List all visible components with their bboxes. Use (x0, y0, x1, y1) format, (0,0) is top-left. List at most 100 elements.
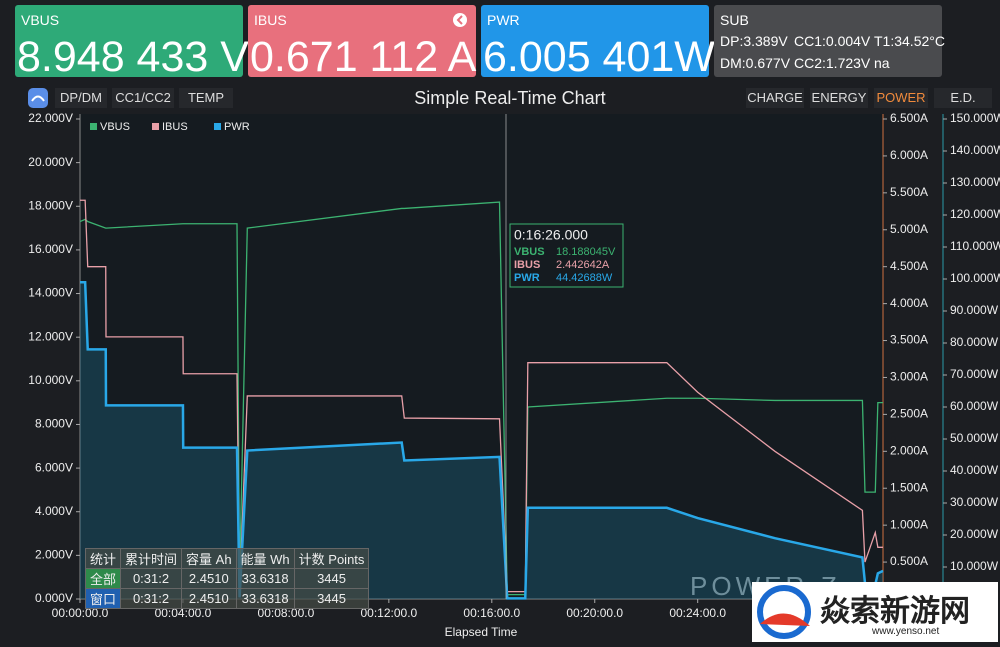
legend-label: VBUS (100, 121, 130, 133)
tick-label: 5.000A (890, 222, 928, 236)
x-tick-label: 00:20:00.0 (566, 606, 623, 620)
tooltip-time: 0:16:26.000 (514, 227, 588, 243)
stats-row: 统计 累计时间 容量 Ah 能量 Wh 计数 Points (84, 548, 370, 569)
tab[interactable]: DP/DM (55, 88, 107, 108)
plot-area (80, 114, 883, 599)
tick-label: 1.000A (890, 517, 928, 531)
tick-label: 5.500A (890, 185, 928, 199)
x-tick-label: 00:08:00.0 (258, 606, 315, 620)
tick-label: 80.000W (950, 335, 999, 349)
x-tick-label: 00:00:00.0 (52, 606, 109, 620)
tab[interactable]: CHARGE (746, 88, 804, 108)
app-icon[interactable] (28, 88, 48, 108)
sub-value: CC1:0.004V (794, 33, 871, 49)
tick-label: 2.500A (890, 407, 928, 421)
stats-cell: 窗口 (84, 588, 122, 609)
tick-label: 3.000A (890, 370, 928, 384)
sub-value: na (874, 55, 890, 71)
x-tick-label: 00:16:00.0 (463, 606, 520, 620)
tooltip-name: IBUS (514, 259, 540, 271)
legend-swatch (214, 123, 221, 130)
stats-cell: 33.6318 (235, 588, 295, 609)
legend-label: IBUS (162, 121, 188, 133)
refresh-icon[interactable] (452, 12, 468, 28)
stats-cell: 能量 Wh (235, 548, 295, 569)
power-area (80, 282, 883, 599)
x-axis-label: Elapsed Time (445, 625, 518, 639)
tick-label: 2.000V (35, 548, 73, 562)
stats-cell: 2.4510 (181, 588, 237, 609)
stats-cell: 计数 Points (293, 548, 370, 569)
logo-icon (757, 585, 811, 639)
label: VBUS (21, 12, 60, 28)
sub-value: DM:0.677V (720, 55, 791, 71)
tick-label: 6.000V (35, 460, 73, 474)
legend-swatch (152, 123, 159, 130)
stats-cell: 累计时间 (120, 548, 183, 569)
tooltip-value: 44.42688W (556, 272, 613, 284)
tab[interactable]: TEMP (179, 88, 233, 108)
logo: 焱索新游网 www.yenso.net (752, 582, 998, 642)
tick-label: 10.000W (950, 559, 999, 573)
tick-label: 90.000W (950, 303, 999, 317)
tick-label: 18.000V (28, 198, 73, 212)
logo-name: 焱索新游网 (820, 595, 970, 628)
logo-url: www.yenso.net (872, 626, 940, 637)
value: 0.671 112 A (250, 33, 477, 81)
stats-table: 统计 累计时间 容量 Ah 能量 Wh 计数 Points 全部 0:31:2 2.4510 3… (84, 548, 370, 609)
tick-label: 60.000W (950, 399, 999, 413)
tick-label: 6.000A (890, 148, 928, 162)
tick-label: 20.000V (28, 155, 73, 169)
x-tick-label: 00:24:00.0 (669, 606, 726, 620)
series-line (79, 201, 883, 596)
label: SUB (720, 12, 749, 28)
stats-cell: 3445 (293, 568, 370, 589)
tick-label: 120.000W (950, 207, 1000, 221)
sub-value: CC2:1.723V (794, 55, 871, 71)
tick-label: 3.500A (890, 333, 928, 347)
tick-label: 150.000W (950, 111, 1000, 125)
tick-label: 0.000V (35, 591, 73, 605)
stats-cell: 3445 (293, 588, 370, 609)
value: 6.005 401W (483, 33, 715, 81)
stats-cell: 0:31:2 (120, 568, 183, 589)
tick-label: 4.000V (35, 504, 73, 518)
stats-cell: 2.4510 (181, 568, 237, 589)
tick-label: 140.000W (950, 143, 1000, 157)
tooltip-value: 18.188045V (556, 246, 616, 258)
tick-label: 40.000W (950, 463, 999, 477)
tick-label: 4.500A (890, 259, 928, 273)
x-tick-label: 00:12:00.0 (360, 606, 417, 620)
tab[interactable]: POWER (874, 88, 928, 108)
label: PWR (487, 12, 520, 28)
stats-row: 全部 0:31:2 2.4510 33.6318 3445 (84, 568, 370, 589)
tick-label: 8.000V (35, 417, 73, 431)
stats-cell: 33.6318 (235, 568, 295, 589)
x-tick-label: 00:04:00.0 (155, 606, 212, 620)
tick-label: 16.000V (28, 242, 73, 256)
tick-label: 12.000V (28, 329, 73, 343)
tick-label: 6.500A (890, 111, 928, 125)
tick-label: 0.500A (890, 554, 928, 568)
series-line (80, 199, 883, 593)
tooltip-box (509, 223, 624, 288)
stats-row: 窗口 0:31:2 2.4510 33.6318 3445 (84, 588, 370, 609)
tab[interactable]: ENERGY (810, 88, 868, 108)
tick-label: 130.000W (950, 175, 1000, 189)
pwr-panel: PWR 6.005 401W (481, 5, 715, 81)
tick-label: 50.000W (950, 431, 999, 445)
tooltip-name: PWR (514, 272, 540, 284)
tick-label: 20.000W (950, 527, 999, 541)
stats-cell: 0:31:2 (120, 588, 183, 609)
legend-swatch (90, 123, 97, 130)
tab[interactable]: CC1/CC2 (112, 88, 174, 108)
tooltip-name: VBUS (514, 246, 545, 258)
ibus-panel: IBUS 0.671 112 A (248, 5, 476, 81)
stats-cell: 容量 Ah (181, 548, 237, 569)
tick-label: 100.000W (950, 271, 1000, 285)
tab[interactable]: E.D. (934, 88, 992, 108)
tick-label: 1.500A (890, 480, 928, 494)
sub-value: DP:3.389V (720, 33, 788, 49)
chart-title: Simple Real-Time Chart (414, 88, 605, 108)
label: IBUS (254, 12, 287, 28)
